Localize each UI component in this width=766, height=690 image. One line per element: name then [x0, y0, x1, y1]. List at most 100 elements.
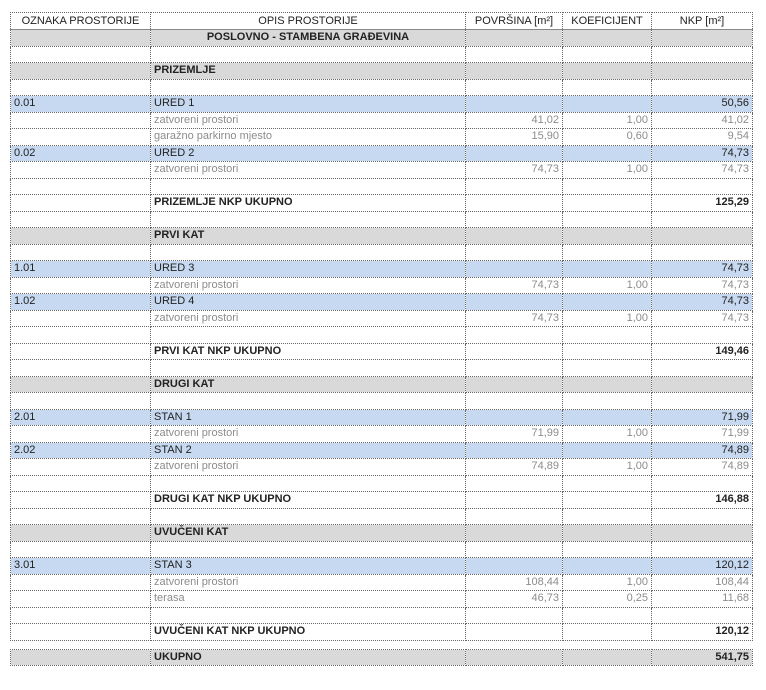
table-cell: PRVI KAT	[150, 227, 466, 245]
spacer-row	[10, 540, 753, 558]
table-cell	[10, 309, 151, 327]
table-cell	[10, 62, 151, 80]
table-cell	[465, 648, 563, 666]
header-cell: OZNAKA PROSTORIJE	[10, 12, 151, 30]
table-cell	[465, 62, 563, 80]
table-row: terasa 46,73 0,25 11,68	[10, 590, 753, 608]
spacer-row	[10, 177, 753, 195]
table-cell	[10, 540, 151, 558]
table-cell	[651, 210, 753, 228]
table-cell: terasa	[150, 590, 466, 608]
table-cell: 120,12	[651, 557, 753, 575]
spacer-row	[10, 45, 753, 63]
table-cell	[465, 293, 563, 311]
table-cell: 74,73	[651, 276, 753, 294]
table-cell: 71,99	[651, 425, 753, 443]
table-cell	[651, 540, 753, 558]
table-cell: PRVI KAT NKP UKUPNO	[150, 342, 466, 360]
table-cell	[562, 227, 652, 245]
table-cell	[562, 540, 652, 558]
table-cell	[562, 144, 652, 162]
table-cell: zatvoreni prostori	[150, 458, 466, 476]
table-cell	[150, 177, 466, 195]
table-cell	[10, 177, 151, 195]
table-cell	[465, 243, 563, 261]
table-cell: 1,00	[562, 161, 652, 179]
table-row: 2.02 STAN 2 74,89	[10, 441, 753, 459]
table-cell	[562, 78, 652, 96]
table-cell	[562, 194, 652, 212]
table-cell	[651, 392, 753, 410]
table-cell: 41,02	[465, 111, 563, 129]
table-cell	[465, 342, 563, 360]
table-cell: 74,89	[651, 441, 753, 459]
table-row: DRUGI KAT NKP UKUPNO 146,88	[10, 491, 753, 509]
table-cell: 0,60	[562, 128, 652, 146]
table-cell	[652, 640, 753, 649]
table-cell	[10, 227, 151, 245]
table-cell	[562, 623, 652, 641]
table-cell: zatvoreni prostori	[150, 276, 466, 294]
table-cell: 108,44	[465, 573, 563, 591]
table-cell	[562, 342, 652, 360]
table-cell	[562, 524, 652, 542]
table-cell: zatvoreni prostori	[150, 309, 466, 327]
table-row: 0.01 URED 1 50,56	[10, 95, 753, 113]
table-cell	[150, 210, 466, 228]
table-cell	[562, 491, 652, 509]
table-cell	[10, 375, 151, 393]
table-cell: 1,00	[562, 458, 652, 476]
table-cell: zatvoreni prostori	[150, 161, 466, 179]
table-cell: 108,44	[651, 573, 753, 591]
table-cell: 9,54	[651, 128, 753, 146]
table-cell	[10, 491, 151, 509]
table-cell	[651, 606, 753, 624]
header-cell: POVRŠINA [m²]	[465, 12, 563, 30]
table-cell	[562, 210, 652, 228]
nkp-table: OZNAKA PROSTORIJE OPIS PROSTORIJE POVRŠI…	[10, 12, 753, 666]
table-cell	[465, 474, 563, 492]
spacer-row	[10, 243, 753, 261]
table-row: 1.02 URED 4 74,73	[10, 293, 753, 311]
table-cell	[562, 293, 652, 311]
table-cell	[562, 408, 652, 426]
table-cell	[150, 606, 466, 624]
table-row: UVUČENI KAT NKP UKUPNO 120,12	[10, 623, 753, 641]
table-cell	[10, 29, 151, 47]
table-cell: POSLOVNO - STAMBENA GRAĐEVINA	[150, 29, 466, 47]
table-cell	[562, 507, 652, 525]
spacer-row	[10, 359, 753, 377]
table-cell	[562, 359, 652, 377]
table-cell	[651, 375, 753, 393]
table-cell: 120,12	[651, 623, 753, 641]
table-cell	[10, 45, 151, 63]
table-cell: zatvoreni prostori	[150, 573, 466, 591]
table-row: zatvoreni prostori 74,89 1,00 74,89	[10, 458, 753, 476]
table-row: 2.01 STAN 1 71,99	[10, 408, 753, 426]
table-cell	[562, 45, 652, 63]
table-cell: 74,73	[465, 276, 563, 294]
table-cell	[10, 194, 151, 212]
table-row: 0.02 URED 2 74,73	[10, 144, 753, 162]
table-cell: UVUČENI KAT	[150, 524, 466, 542]
table-cell: 46,73	[465, 590, 563, 608]
table-wrap: OZNAKA PROSTORIJE OPIS PROSTORIJE POVRŠI…	[10, 12, 753, 666]
table-cell: garažno parkirno mjesto	[150, 128, 466, 146]
table-cell	[651, 227, 753, 245]
table-cell	[562, 441, 652, 459]
table-row: UKUPNO 541,75	[10, 648, 753, 666]
table-cell	[10, 342, 151, 360]
table-cell	[465, 227, 563, 245]
table-cell	[10, 161, 151, 179]
table-cell	[562, 243, 652, 261]
table-cell: 541,75	[651, 648, 753, 666]
table-cell	[150, 474, 466, 492]
table-cell	[562, 392, 652, 410]
table-cell	[150, 78, 466, 96]
table-cell: zatvoreni prostori	[150, 425, 466, 443]
table-cell	[465, 144, 563, 162]
spacer-row	[10, 326, 753, 344]
table-row: DRUGI KAT	[10, 375, 753, 393]
table-cell: 1,00	[562, 276, 652, 294]
